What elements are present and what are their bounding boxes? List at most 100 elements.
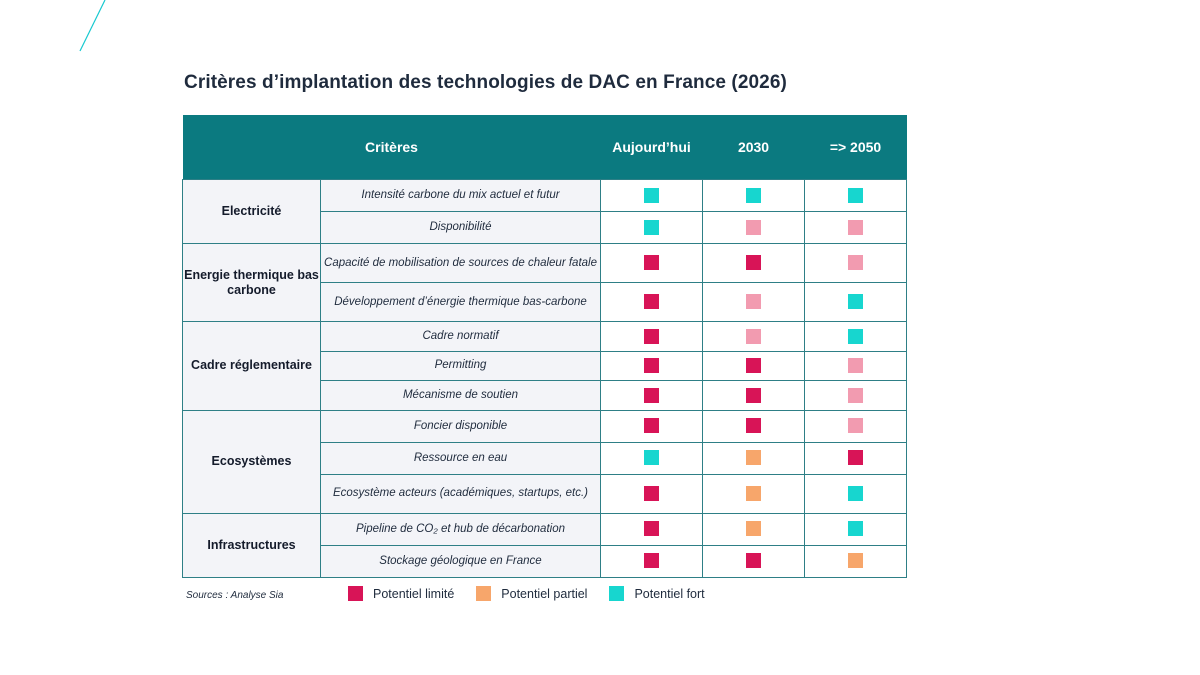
rating-square-pink (848, 219, 864, 235)
rating-square-fort (848, 328, 864, 344)
rating-square-fort (644, 450, 660, 466)
legend-label-fort: Potentiel fort (634, 586, 705, 601)
category-label: Ecosystèmes (182, 409, 321, 514)
decorative-line (79, 0, 106, 52)
rating-cell (600, 282, 704, 322)
rating-square-fort (848, 485, 864, 501)
rating-square-limite (644, 294, 660, 310)
legend-label-limite: Potentiel limité (373, 586, 455, 601)
criterion-label: Foncier disponible (319, 409, 602, 443)
rating-cell (600, 350, 704, 381)
rating-square-pink (746, 328, 762, 344)
rating-square-partiel (746, 521, 762, 537)
rating-cell (804, 512, 908, 546)
criterion-label: Intensité carbone du mix actuel et futur (319, 179, 602, 212)
table-header-row: Critères Aujourd’hui 2030 => 2050 (182, 115, 907, 180)
rating-cell (702, 321, 806, 352)
table-row: Développement d’énergie thermique bas-ca… (183, 282, 908, 322)
rating-cell (702, 544, 806, 578)
legend-item-fort: Potentiel fort (609, 586, 705, 601)
rating-square-pink (848, 387, 864, 403)
table-row: Electricité Intensité carbone du mix actu… (182, 179, 908, 244)
rating-cell (600, 473, 704, 514)
rating-square-pink (848, 255, 864, 271)
rating-cell (600, 512, 704, 546)
criteria-table: Critères Aujourd’hui 2030 => 2050 Electr… (182, 115, 908, 578)
rating-square-limite (746, 553, 762, 569)
rating-cell (804, 473, 908, 514)
rating-square-partiel (848, 553, 864, 569)
rating-square-limite (644, 485, 660, 501)
rating-square-limite (848, 450, 864, 466)
header-aujourdhui: Aujourd’hui (600, 115, 703, 180)
header-criteres: Critères (182, 115, 601, 180)
table-row: Ecosystèmes Foncier disponible (182, 409, 908, 514)
rating-cell (804, 350, 908, 381)
table-row: Ecosystème acteurs (académiques, startup… (183, 473, 908, 514)
rating-cell (600, 441, 704, 475)
table-row: Infrastructures Pipeline de CO₂ et hub de… (182, 512, 908, 578)
rating-cell (702, 380, 806, 411)
rating-cell (702, 473, 806, 514)
rating-square-pink (746, 294, 762, 310)
criterion-label: Mécanisme de soutien (319, 380, 602, 411)
legend: Potentiel limité Potentiel partiel Poten… (348, 586, 727, 601)
criterion-label: Ecosystème acteurs (académiques, startup… (319, 473, 602, 514)
legend-swatch-fort (609, 586, 625, 601)
rating-cell (702, 179, 806, 212)
rating-cell (600, 243, 704, 283)
table-row: Energie thermique bas carbone Capacité de… (182, 243, 908, 322)
rating-cell (702, 512, 806, 546)
rating-cell (804, 243, 908, 283)
legend-item-limite: Potentiel limité (348, 586, 454, 601)
rating-square-pink (746, 219, 762, 235)
criterion-label: Développement d’énergie thermique bas-ca… (319, 282, 602, 322)
table-row: Cadre réglementaire Cadre normatif (182, 321, 908, 411)
sources-note: Sources : Analyse Sia (186, 590, 284, 601)
rating-square-fort (848, 187, 864, 203)
chart-title: Critères d’implantation des technologies… (184, 72, 787, 93)
category-label: Electricité (182, 179, 321, 244)
header-2050: => 2050 (804, 115, 907, 180)
rating-cell (804, 441, 908, 475)
legend-label-partiel: Potentiel partiel (501, 586, 588, 601)
rating-cell (702, 211, 806, 244)
rating-cell (804, 544, 908, 578)
rating-cell (702, 350, 806, 381)
legend-swatch-partiel (476, 586, 492, 601)
criterion-label: Cadre normatif (319, 321, 602, 352)
rating-cell (702, 282, 806, 322)
criterion-label: Capacité de mobilisation de sources de c… (319, 243, 602, 283)
rating-cell (600, 321, 704, 352)
rating-cell (600, 179, 704, 212)
table-row: Disponibilité (183, 211, 908, 244)
header-2030: 2030 (702, 115, 805, 180)
rating-square-fort (644, 187, 660, 203)
rating-cell (600, 409, 704, 443)
rating-square-fort (848, 521, 864, 537)
rating-cell (804, 409, 908, 443)
rating-square-fort (848, 294, 864, 310)
rating-square-limite (644, 521, 660, 537)
rating-cell (702, 243, 806, 283)
rating-square-limite (746, 255, 762, 271)
rating-square-partiel (746, 450, 762, 466)
rating-cell (804, 211, 908, 244)
criterion-label: Disponibilité (319, 211, 602, 244)
rating-cell (600, 211, 704, 244)
rating-square-fort (746, 187, 762, 203)
rating-square-limite (644, 358, 660, 374)
rating-cell (804, 179, 908, 212)
rating-square-limite (644, 387, 660, 403)
table-row: Permitting (183, 350, 908, 381)
rating-square-limite (746, 418, 762, 434)
legend-item-partiel: Potentiel partiel (476, 586, 587, 601)
rating-cell (804, 380, 908, 411)
rating-cell (600, 544, 704, 578)
category-label: Energie thermique bas carbone (182, 243, 321, 322)
rating-cell (804, 321, 908, 352)
rating-square-limite (746, 387, 762, 403)
rating-square-limite (644, 255, 660, 271)
rating-square-fort (644, 219, 660, 235)
criterion-label: Stockage géologique en France (319, 544, 602, 578)
